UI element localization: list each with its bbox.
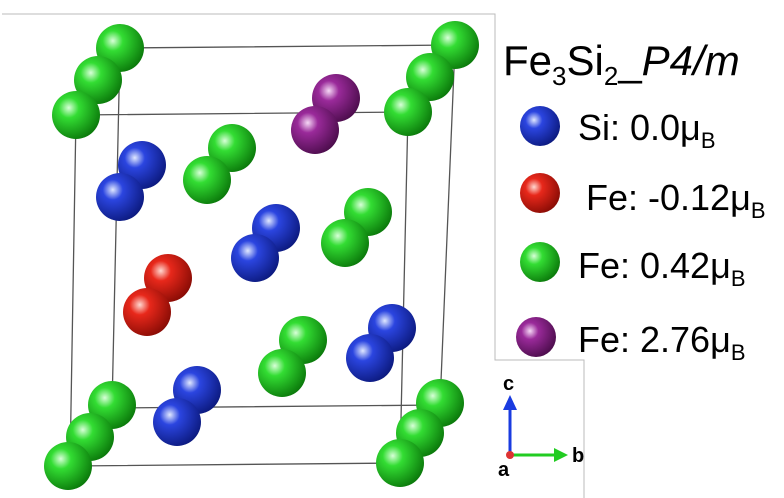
title-subscript: 3 (552, 61, 566, 91)
axis-label: b (572, 445, 584, 467)
legend-swatch (520, 106, 560, 146)
crystal-figure: Fe3Si2_P4/m Si: 0.0μB Fe: -0.12μB Fe: 0.… (0, 0, 784, 498)
title-part: P4/m (642, 37, 740, 84)
page: Fe3Si2_P4/m Si: 0.0μB Fe: -0.12μB Fe: 0.… (0, 0, 784, 498)
legend-label: Fe: 0.42μB (578, 245, 746, 291)
legend-subscript: B (731, 266, 746, 291)
title-part: Fe (503, 37, 552, 84)
legend-swatch (520, 173, 560, 213)
legend-text: Fe: -0.12μ (586, 177, 751, 218)
legend-text: Fe: 2.76μ (578, 319, 731, 360)
axis-label: c (503, 373, 514, 395)
legend-label: Si: 0.0μB (578, 107, 716, 153)
legend-subscript: B (751, 198, 766, 223)
legend-text: Si: 0.0μ (578, 107, 701, 148)
title-part: Si (566, 37, 603, 84)
legend-text: Fe: 0.42μ (578, 245, 731, 286)
legend-label: Fe: -0.12μB (586, 177, 766, 223)
legend-subscript: B (731, 340, 746, 365)
legend-swatch (520, 242, 560, 282)
legend-swatch (516, 317, 556, 357)
title-part: _ (617, 37, 642, 84)
axis-label: a (498, 459, 510, 481)
legend-label: Fe: 2.76μB (578, 319, 746, 365)
legend-subscript: B (701, 128, 716, 153)
title-subscript: 2 (604, 61, 618, 91)
title: Fe3Si2_P4/m (503, 37, 740, 91)
